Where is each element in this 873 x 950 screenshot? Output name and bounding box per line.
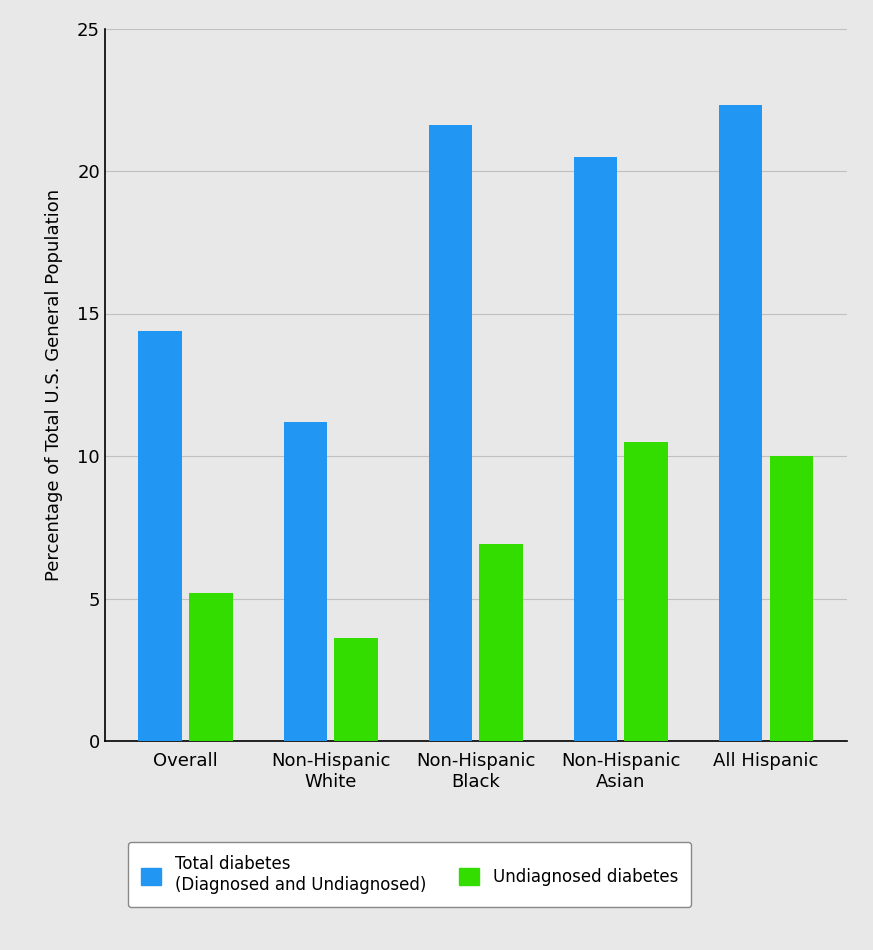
Bar xyxy=(718,105,762,741)
Bar xyxy=(624,442,668,741)
Bar xyxy=(574,157,617,741)
Legend: Total diabetes
(Diagnosed and Undiagnosed), Undiagnosed diabetes: Total diabetes (Diagnosed and Undiagnose… xyxy=(128,842,691,907)
Bar xyxy=(189,593,233,741)
Bar xyxy=(139,331,182,741)
Bar xyxy=(429,125,472,741)
Bar xyxy=(284,422,327,741)
Bar xyxy=(770,456,813,741)
Bar xyxy=(479,544,523,741)
Y-axis label: Percentage of Total U.S. General Population: Percentage of Total U.S. General Populat… xyxy=(45,189,63,580)
Bar xyxy=(334,638,378,741)
